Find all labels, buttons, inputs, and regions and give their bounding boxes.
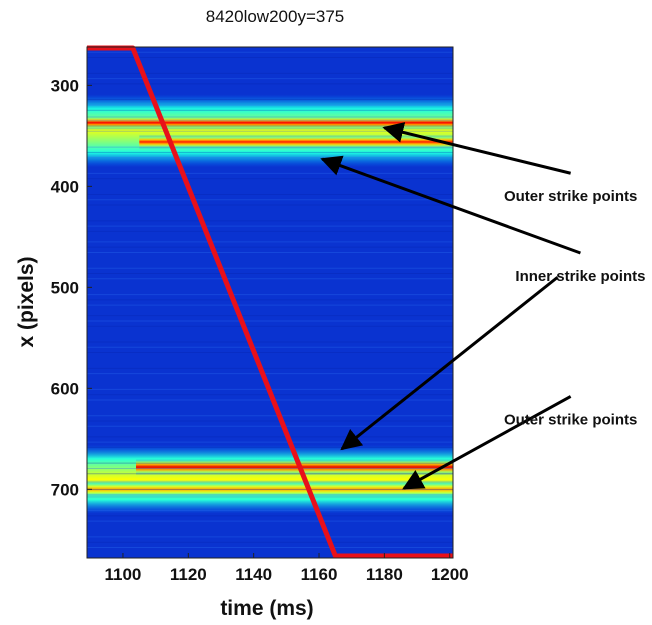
intensity-band (87, 444, 453, 514)
y-axis-label: x (pixels) (15, 256, 38, 347)
y-axis: 300 400 500 600 700 (51, 76, 92, 499)
x-tick-label: 1160 (301, 565, 338, 584)
intensity-band (87, 480, 453, 499)
chart-title: 8420low200y=375 (206, 7, 344, 26)
y-tick-label: 600 (51, 379, 79, 398)
annotations: Outer strike points Inner strike points Ou… (320, 122, 645, 490)
plot-frame (86, 46, 454, 559)
annotation-arrow (382, 122, 571, 175)
plot-area (86, 45, 454, 559)
y-tick-label: 300 (51, 76, 79, 95)
x-axis-label: time (ms) (220, 597, 313, 620)
series-line (87, 45, 453, 559)
x-tick-label: 1100 (105, 565, 142, 584)
y-tick-label: 400 (51, 177, 79, 196)
x-tick-label: 1200 (431, 565, 469, 584)
annotation-label: Outer strike points (504, 188, 637, 205)
y-tick-label: 500 (51, 278, 79, 297)
background-streaks (87, 46, 453, 548)
intensity-band (87, 115, 453, 130)
intensity-band (136, 459, 453, 476)
x-tick-label: 1180 (366, 565, 403, 584)
annotation-arrow (402, 395, 572, 490)
y-tick-label: 700 (51, 480, 79, 499)
x-tick-label: 1140 (235, 565, 272, 584)
x-tick-label: 1120 (170, 565, 207, 584)
intensity-band (139, 134, 454, 149)
annotation-arrow (320, 155, 581, 255)
x-axis: 1100 1120 1140 1160 1180 1200 (105, 553, 469, 584)
annotation-arrow (340, 276, 559, 451)
data-series (87, 45, 453, 559)
annotation-label: Outer strike points (504, 411, 637, 428)
annotation-label: Inner strike points (515, 268, 645, 285)
